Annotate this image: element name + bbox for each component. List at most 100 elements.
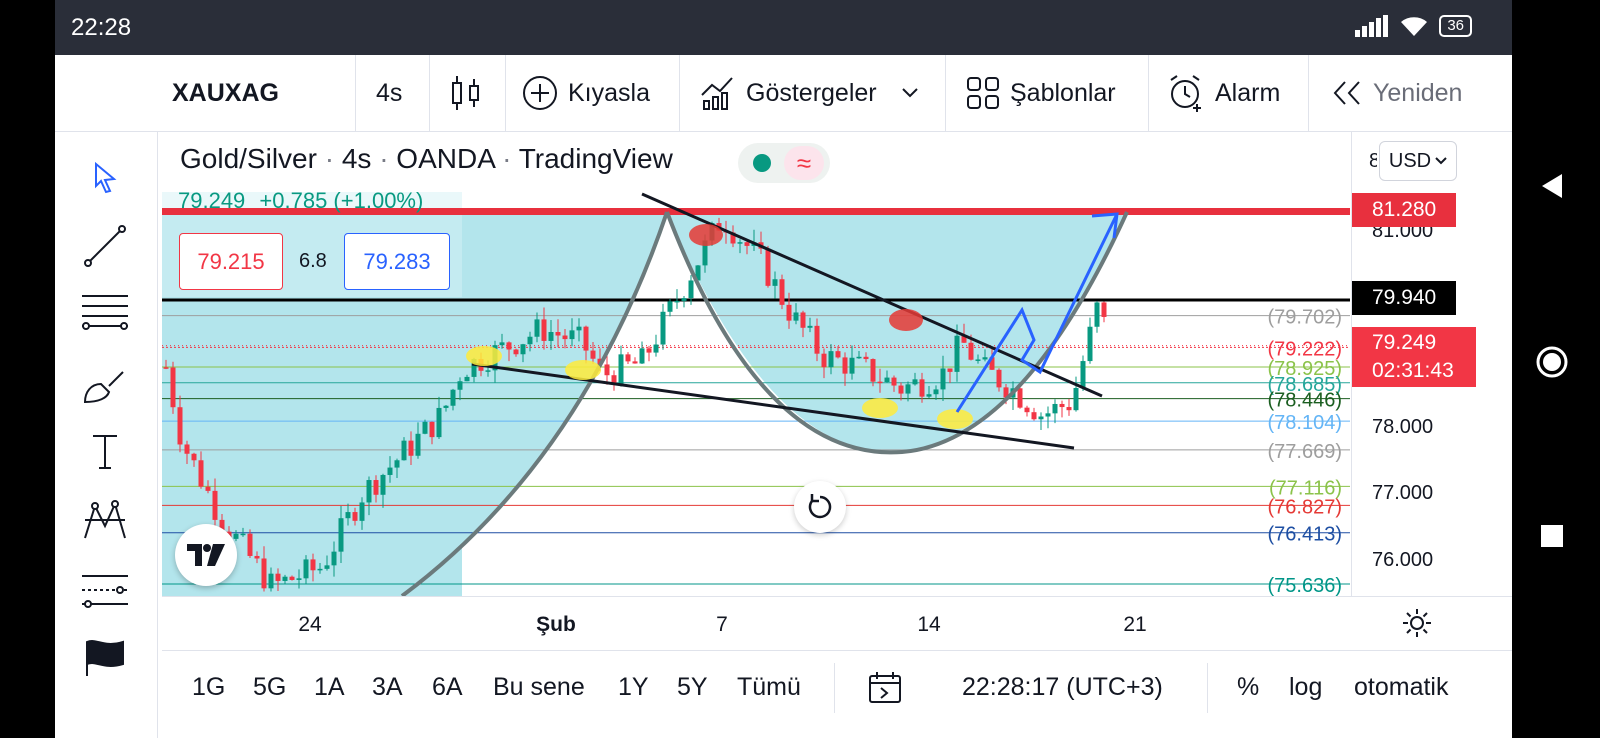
prediction-tool[interactable] [79,564,131,616]
candle-body [324,565,330,569]
range-1y[interactable]: 1Y [618,673,649,701]
compare-button[interactable]: Kıyasla [506,55,680,131]
candle-body [331,551,337,566]
candle-body [1080,361,1086,388]
candle-body [996,369,1002,388]
range-3m[interactable]: 3A [372,673,403,701]
settings-gear-icon[interactable] [1402,608,1432,638]
candle-body [177,407,183,445]
alarm-button[interactable]: Alarm [1149,55,1309,131]
time-label-24: 24 [298,613,322,636]
chevron-down-icon [901,88,918,98]
sell-price-box[interactable]: 79.215 [179,233,283,290]
text-icon [93,435,117,469]
candle-body [1052,403,1058,414]
chart-type-button[interactable] [430,55,506,131]
candle-body [212,490,218,520]
flag-tool[interactable] [79,632,131,684]
clock-timezone[interactable]: 22:28:17 (UTC+3) [962,673,1163,701]
pattern-tool[interactable] [79,494,131,546]
status-icons: 36 [1355,14,1472,38]
indicators-label: Göstergeler [746,78,877,107]
brush-tool[interactable] [79,358,131,410]
level-label: (78.925) [1268,358,1343,380]
go-to-date-icon[interactable] [867,670,903,706]
candle-body [436,407,442,438]
price-change: +0.785 (+1.00%) [259,188,424,213]
indicators-icon [701,77,733,110]
reset-chart-button[interactable] [794,481,846,533]
nav-back-button[interactable] [1526,160,1578,212]
title-exchange: OANDA [396,143,495,174]
range-5y[interactable]: 5Y [677,673,708,701]
candle-body [219,519,225,532]
candle-body [604,364,610,376]
candle-body [534,319,540,337]
level-label: (78.104) [1268,412,1343,434]
text-tool[interactable] [79,426,131,478]
candle-body [660,311,666,345]
candle-body [1066,407,1072,411]
time-label-14: 14 [917,613,941,636]
price-label-76: 76.000 [1372,549,1434,571]
indicators-button[interactable]: Göstergeler [680,55,946,131]
candle-body [1045,413,1051,417]
percent-toggle[interactable]: % [1237,673,1260,701]
candle-body [863,356,869,360]
price-label-78: 78.000 [1372,416,1434,438]
candle-body [793,312,799,321]
range-all[interactable]: Tümü [737,673,801,701]
price-axis[interactable]: 8 USD 81.000 78.000 77.000 76.000 81.280… [1351,132,1512,596]
templates-button[interactable]: Şablonlar [946,55,1149,131]
candle-body [317,568,323,571]
time-axis[interactable]: 24 Şub 7 14 21 [162,596,1512,649]
prediction-icon [82,575,128,608]
log-toggle[interactable]: log [1289,673,1323,701]
range-1m[interactable]: 1A [314,673,345,701]
candle-body [527,336,533,345]
high-marker [689,224,723,246]
candle-body [779,279,785,305]
low-marker [565,360,601,380]
candle-body [814,325,820,354]
chart-title: Gold/Silver · 4s · OANDA · TradingView [180,143,673,174]
candle-body [562,335,568,340]
candle-body [765,248,771,286]
candle-body [821,353,827,368]
time-label-feb: Şub [536,613,576,636]
buy-price-box[interactable]: 79.283 [344,233,450,290]
replay-button[interactable]: Yeniden [1309,55,1512,131]
range-1d[interactable]: 1G [192,673,226,701]
currency-selector[interactable]: USD [1379,141,1457,181]
candle-body [191,453,197,461]
current-price-value: 79.249 [1372,331,1437,354]
symbol-label: XAUXAG [172,78,279,107]
nav-recents-button[interactable] [1526,510,1578,562]
auto-scale-toggle[interactable]: otomatik [1354,673,1449,701]
candle-body [464,376,470,382]
nav-home-button[interactable] [1526,336,1578,388]
candle-body [835,351,841,358]
candle-body [611,375,617,385]
candle-body [982,357,988,360]
symbol-selector[interactable]: XAUXAG [158,55,356,131]
fib-tool[interactable] [79,288,131,340]
range-5d[interactable]: 5G [253,673,287,701]
candle-body [737,242,743,244]
trend-line-tool[interactable] [79,220,131,272]
interval-selector[interactable]: 4s [356,55,430,131]
compare-label: Kıyasla [568,78,650,107]
candle-body [919,379,925,397]
range-6m[interactable]: 6A [432,673,463,701]
replay-label: Yeniden [1373,78,1463,107]
candle-body [1073,387,1079,411]
range-ytd[interactable]: Bu sene [493,673,585,701]
candle-body [954,335,960,372]
candle-body [422,421,428,434]
tradingview-logo[interactable] [175,524,237,586]
buy-price: 79.283 [363,248,431,274]
candle-body [639,348,645,364]
cursor-tool[interactable] [79,152,131,204]
market-status-pill[interactable]: ≈ [738,143,830,183]
candle-body [912,379,918,385]
